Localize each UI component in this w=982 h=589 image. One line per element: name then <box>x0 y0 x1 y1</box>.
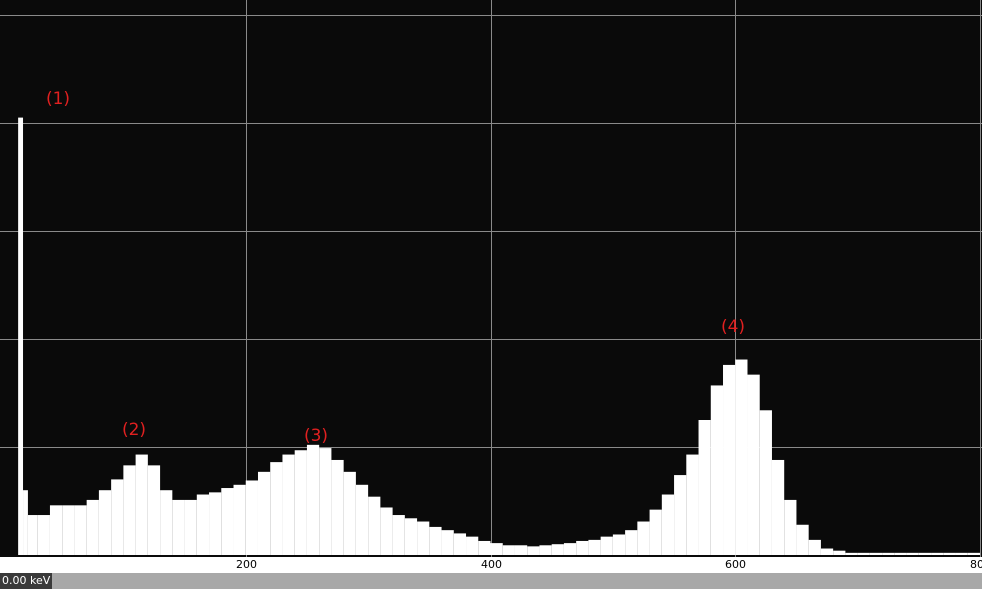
bar <box>23 490 28 555</box>
bar <box>625 530 638 555</box>
bar <box>931 552 944 555</box>
bar <box>86 499 99 555</box>
bar <box>637 521 650 555</box>
peak-label: (1) <box>46 89 70 109</box>
bar <box>466 536 479 555</box>
bar <box>747 374 760 555</box>
bar <box>808 539 821 555</box>
bar <box>221 488 234 555</box>
bar <box>710 385 724 555</box>
bar <box>111 479 124 555</box>
bar <box>184 499 197 555</box>
bar <box>686 454 699 555</box>
bar <box>233 484 246 555</box>
bar <box>98 490 112 555</box>
bar <box>857 552 870 555</box>
bar <box>147 465 161 555</box>
bar <box>906 552 919 555</box>
bar <box>74 505 87 555</box>
bar <box>270 462 283 555</box>
bar <box>331 459 344 555</box>
bar <box>894 552 907 555</box>
bar <box>943 552 956 555</box>
bar <box>514 545 528 555</box>
bar <box>429 526 442 555</box>
bar <box>380 507 393 555</box>
bar <box>551 544 564 555</box>
bar <box>172 499 185 555</box>
bar <box>160 490 173 555</box>
bar <box>649 509 662 555</box>
bar <box>27 515 38 555</box>
bar <box>490 543 503 555</box>
bar <box>955 552 968 555</box>
bar <box>478 540 491 555</box>
x-tick-label: 600 <box>725 558 746 571</box>
bar <box>600 536 613 555</box>
status-box <box>0 573 52 589</box>
bar <box>527 546 540 555</box>
peak-label: (2) <box>122 420 146 440</box>
bar <box>441 530 454 555</box>
bar <box>563 543 577 555</box>
bar <box>37 515 50 555</box>
bar <box>661 494 675 555</box>
bar <box>123 465 136 555</box>
bar <box>368 496 381 555</box>
bar <box>417 521 430 555</box>
bar <box>735 359 748 555</box>
peak-label: (4) <box>721 317 745 337</box>
bar <box>392 515 405 555</box>
peak-label: (3) <box>304 426 328 446</box>
bar <box>502 545 515 555</box>
bar <box>820 548 834 555</box>
x-tick-label: 800 <box>970 558 982 571</box>
x-tick-label: 200 <box>236 558 257 571</box>
bar <box>404 518 418 555</box>
bar <box>833 550 846 555</box>
bar <box>771 459 785 555</box>
bar <box>135 454 148 555</box>
bar <box>343 471 356 555</box>
bar <box>355 484 369 555</box>
bar <box>306 444 320 555</box>
status-label: 0.00 keV <box>2 574 51 587</box>
bar <box>319 448 332 555</box>
bar <box>18 117 24 555</box>
bar <box>845 552 858 555</box>
bar <box>612 534 626 555</box>
bar <box>257 471 271 555</box>
bar <box>282 454 295 555</box>
bar <box>784 499 797 555</box>
bar <box>759 410 772 555</box>
bar <box>796 524 809 555</box>
bar <box>539 545 552 555</box>
bar <box>49 505 63 555</box>
bar <box>588 539 601 555</box>
x-tick-label: 400 <box>481 558 502 571</box>
bar <box>62 505 75 555</box>
bar <box>576 540 589 555</box>
bar <box>869 552 883 555</box>
bar <box>196 494 210 555</box>
bar <box>723 364 736 555</box>
bar <box>918 552 932 555</box>
bar <box>674 475 687 555</box>
bar <box>245 480 258 555</box>
bar <box>209 492 222 555</box>
bar <box>294 450 307 555</box>
bar <box>453 533 467 555</box>
bar <box>882 552 895 555</box>
status-bar <box>0 573 982 589</box>
bar <box>698 420 711 555</box>
bar <box>967 552 980 555</box>
